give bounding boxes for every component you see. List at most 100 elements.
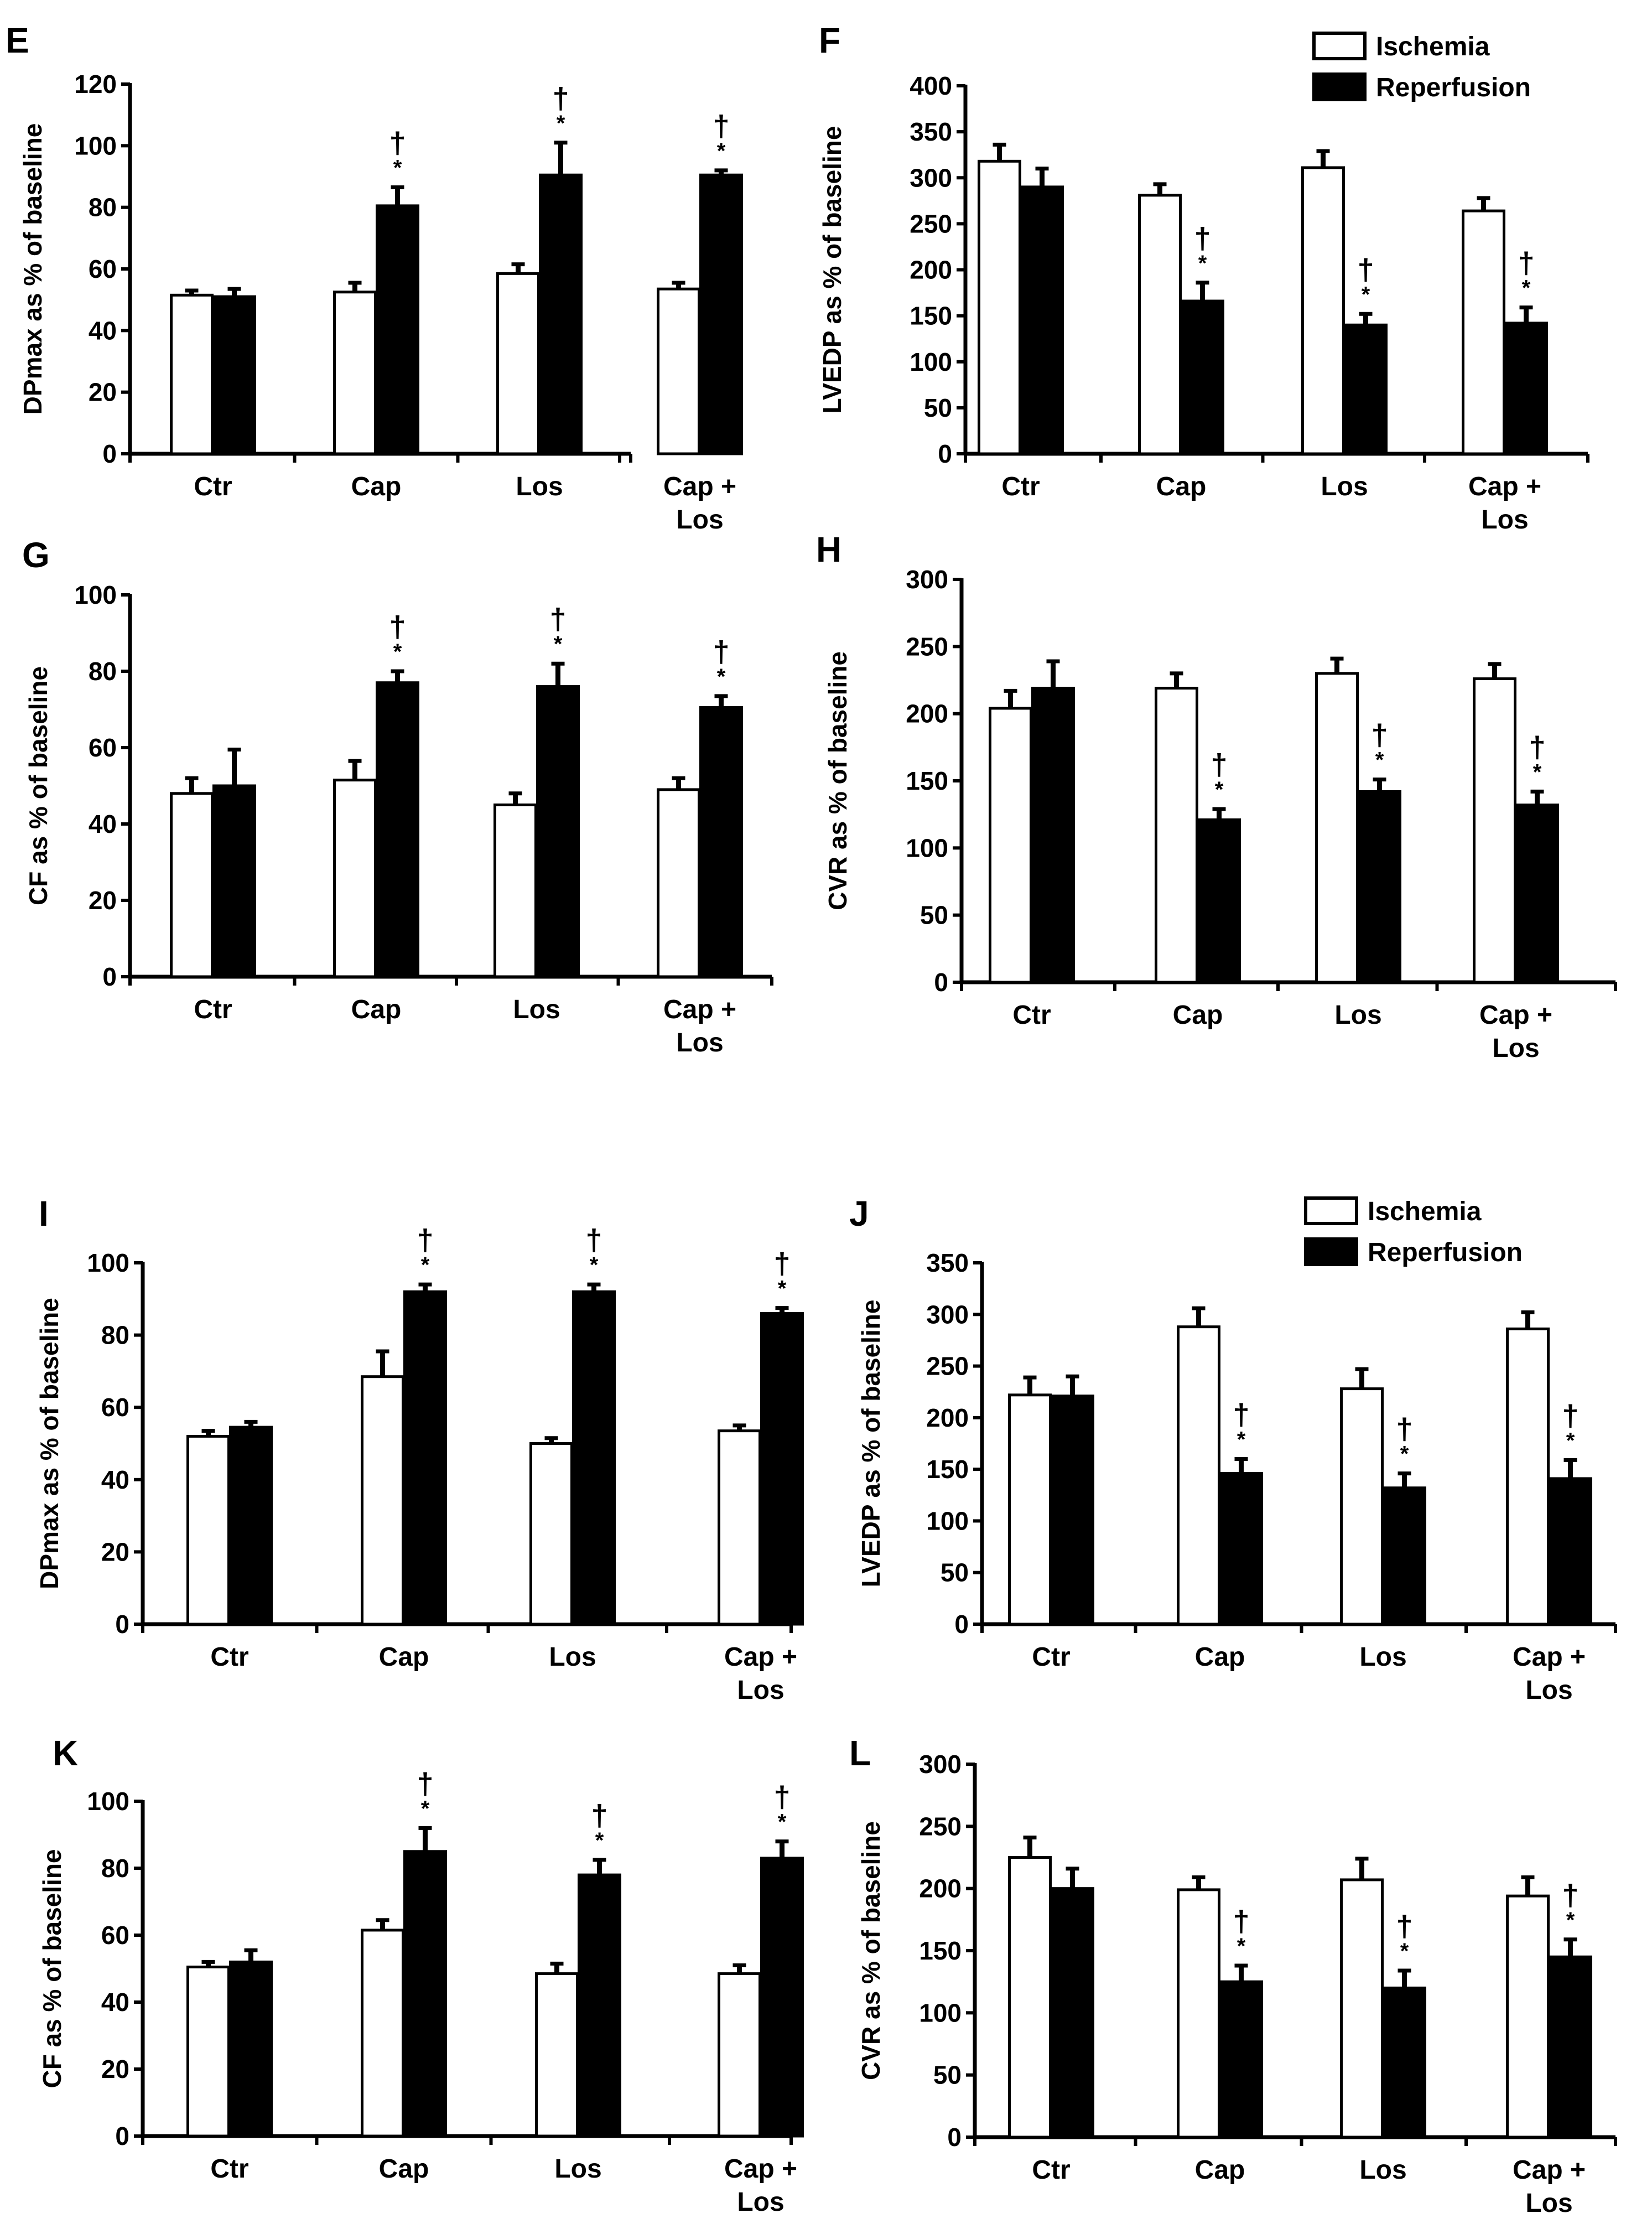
category-label: Ctr (1012, 1001, 1051, 1030)
y-tick-label: 100 (87, 1248, 129, 1277)
bar-reperfusion (1515, 804, 1559, 984)
y-tick-label: 0 (102, 962, 117, 991)
significance-asterisk: * (778, 1810, 787, 1834)
legend-swatch-reperfusion (1312, 72, 1367, 101)
significance-asterisk: * (421, 1796, 430, 1821)
bar-reperfusion (578, 1873, 621, 2138)
bar-reperfusion (1549, 1477, 1592, 1626)
y-tick-label: 50 (924, 393, 952, 422)
panel-label: J (849, 1194, 869, 1233)
significance-asterisk: * (1198, 251, 1207, 276)
category-label: Ctr (1032, 2155, 1070, 2185)
y-tick-label: 300 (906, 565, 948, 594)
legend-label-reperfusion: Reperfusion (1368, 1238, 1523, 1267)
y-axis-label: DPmax as % of baseline (18, 123, 47, 415)
significance-asterisk: * (557, 111, 565, 136)
category-label: Cap (351, 995, 402, 1024)
bar-ischemia (657, 287, 700, 455)
category-label: Los (1481, 505, 1528, 535)
chart-panel-f: F LVEDP as % of baseline 0 50 100 150 200 250 30… (818, 20, 1589, 535)
bar-reperfusion (1197, 818, 1241, 984)
y-tick-label: 40 (101, 1988, 129, 2017)
bar-ischemia (361, 1929, 404, 2138)
category-label: Cap (379, 2154, 429, 2184)
bar-ischemia (493, 804, 537, 978)
bar-ischemia (989, 707, 1032, 984)
bar-ischemia (1301, 166, 1345, 455)
bar-reperfusion (699, 173, 743, 455)
y-tick-label: 200 (919, 1874, 962, 1903)
panel-label: H (816, 530, 841, 569)
y-tick-label: 300 (926, 1300, 969, 1329)
significance-dagger: † (1233, 1398, 1249, 1431)
legend-swatch-reperfusion (1304, 1237, 1358, 1266)
significance-dagger: † (1357, 253, 1374, 286)
y-tick-label: 40 (101, 1465, 129, 1494)
bar-reperfusion (699, 706, 743, 978)
panel-label: G (22, 535, 50, 575)
significance-dagger: † (773, 1781, 790, 1814)
y-tick-label: 60 (89, 733, 117, 762)
y-tick-label: 120 (74, 70, 117, 99)
significance-dagger: † (389, 610, 406, 644)
legend-label-reperfusion: Reperfusion (1376, 73, 1531, 102)
bar-ischemia (1506, 1894, 1550, 2139)
y-tick-label: 400 (910, 71, 952, 100)
y-tick-label: 0 (954, 1610, 969, 1639)
category-label: Cap + (663, 995, 736, 1024)
significance-asterisk: * (717, 665, 726, 689)
significance-asterisk: * (1237, 1427, 1246, 1452)
bar-reperfusion (1344, 323, 1388, 455)
chart-panel-i: I DPmax as % of baseline 0 20 40 60 80 100 Ctr Ca… (35, 1194, 804, 1705)
y-tick-label: 150 (926, 1455, 969, 1484)
significance-asterisk: * (1375, 748, 1384, 773)
category-label: Los (1359, 1642, 1406, 1672)
y-axis-label: CF as % of baseline (38, 1849, 66, 2088)
category-label: Los (1492, 1034, 1539, 1063)
bar-reperfusion (760, 1312, 804, 1626)
y-tick-label: 80 (101, 1321, 129, 1350)
significance-asterisk: * (1400, 1939, 1409, 1963)
y-tick-label: 0 (115, 2122, 129, 2150)
significance-dagger: † (1233, 1905, 1249, 1938)
bar-ischemia (1155, 687, 1198, 984)
bar-ischemia (978, 159, 1021, 455)
significance-asterisk: * (1566, 1428, 1575, 1453)
significance-dagger: † (389, 126, 406, 159)
significance-dagger: † (1211, 748, 1227, 781)
category-label: Cap (1195, 1642, 1245, 1672)
bar-ischemia (496, 272, 540, 455)
y-tick-label: 0 (102, 439, 117, 468)
category-label: Los (676, 505, 723, 535)
category-label: Los (1359, 2155, 1406, 2185)
category-label: Cap (351, 472, 402, 501)
bar-reperfusion (229, 1426, 273, 1626)
y-tick-label: 40 (89, 316, 117, 345)
category-label: Cap + (724, 1642, 797, 1672)
significance-dagger: † (1518, 247, 1534, 280)
significance-dagger: † (1371, 719, 1388, 752)
legend-swatch-ischemia (1312, 32, 1367, 60)
significance-dagger: † (417, 1767, 433, 1800)
legend-label-ischemia: Ischemia (1368, 1197, 1482, 1226)
y-tick-label: 50 (920, 901, 948, 930)
y-tick-label: 80 (101, 1854, 129, 1883)
bar-reperfusion (1549, 1955, 1592, 2139)
bar-ischemia (1340, 1387, 1384, 1626)
y-tick-label: 350 (926, 1248, 969, 1277)
bar-reperfusion (1358, 790, 1401, 984)
y-tick-label: 60 (89, 255, 117, 283)
bar-ischemia (1177, 1325, 1220, 1626)
chart-panel-h: H CVR as % of baseline 0 50 100 150 200 250 300 C… (816, 530, 1617, 1063)
significance-asterisk: * (595, 1828, 604, 1853)
significance-dagger: † (713, 635, 729, 668)
significance-asterisk: * (393, 640, 402, 664)
y-tick-label: 20 (89, 886, 117, 915)
significance-asterisk: * (1533, 760, 1542, 784)
y-axis-label: LVEDP as % of baseline (818, 126, 846, 414)
y-tick-label: 300 (910, 163, 952, 192)
chart-panel-j: J LVEDP as % of baseline 0 50 100 150 200 250 30… (849, 1194, 1617, 1705)
y-axis-label: CVR as % of baseline (823, 651, 852, 910)
category-label: Los (676, 1028, 723, 1058)
bar-ischemia (1462, 209, 1505, 455)
